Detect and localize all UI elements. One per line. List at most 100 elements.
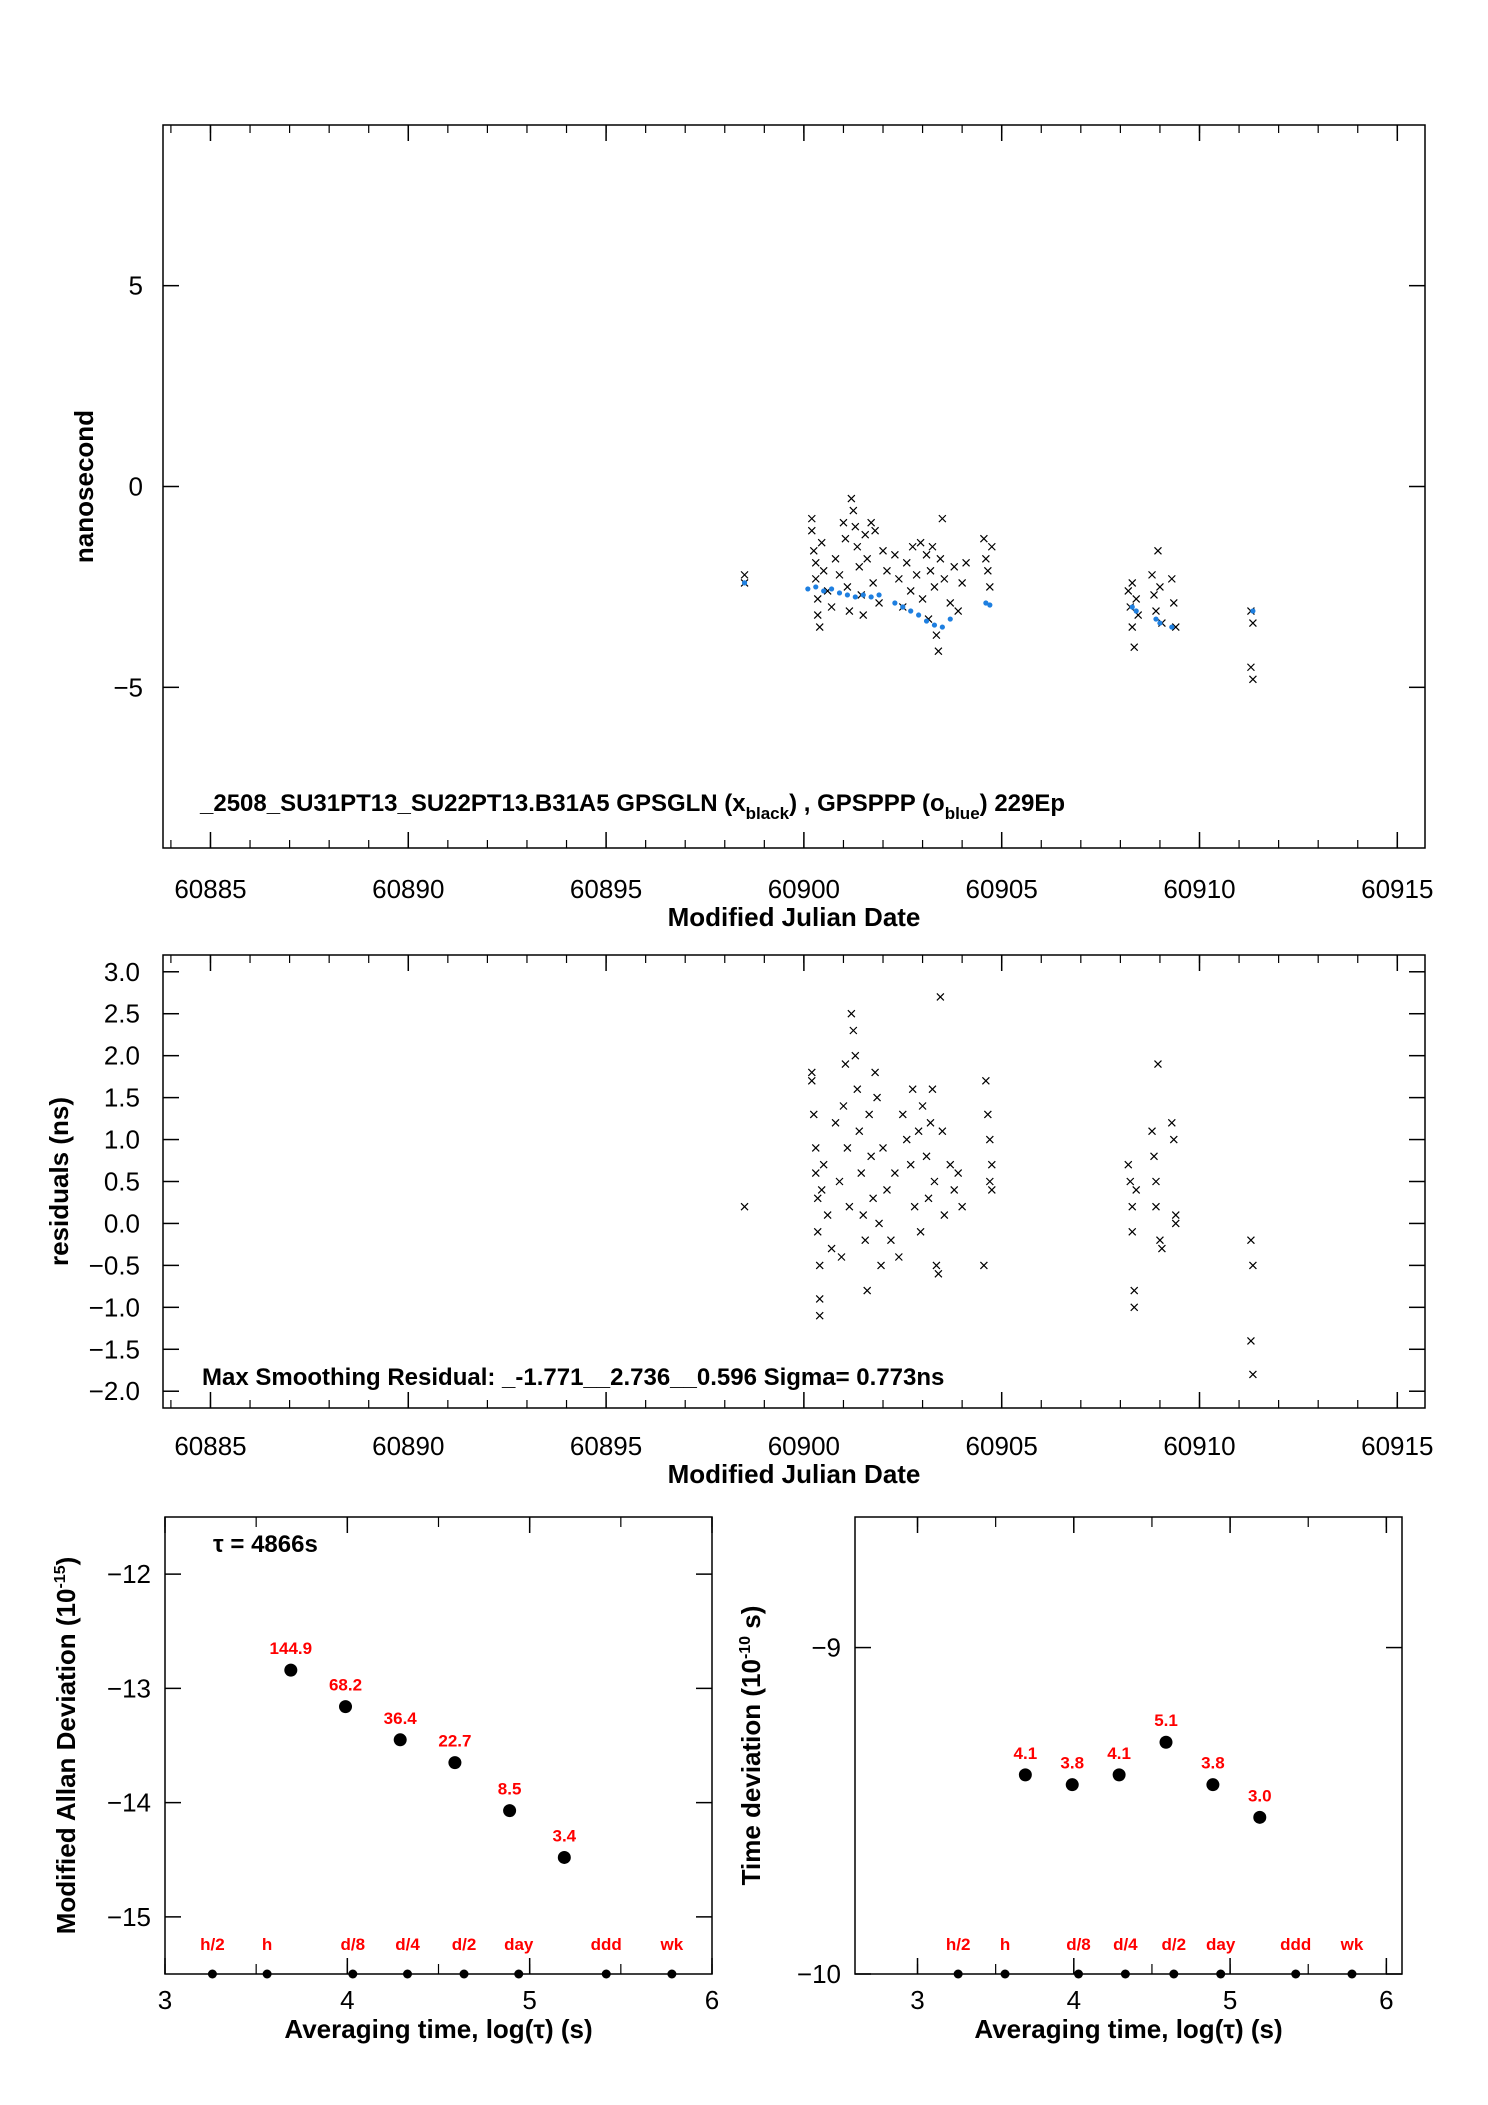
- interval-marker: [1347, 1969, 1357, 1979]
- interval-marker-label: ddd: [591, 1935, 622, 1954]
- x-tick-label: 6: [1379, 1985, 1393, 2015]
- data-point-o: [860, 592, 866, 598]
- data-point-x: [859, 611, 868, 619]
- data-point-x: [1171, 1211, 1180, 1219]
- data-point-x: [1124, 1160, 1133, 1169]
- data-point-x: [987, 542, 996, 551]
- interval-marker-label: h/2: [946, 1935, 971, 1954]
- data-point-x: [859, 1211, 868, 1219]
- interval-marker: [601, 1969, 611, 1979]
- data-point-x: [1132, 595, 1141, 603]
- interval-marker-label: h/2: [200, 1935, 225, 1954]
- plot-frame: [162, 954, 1426, 1409]
- data-point-o: [868, 594, 874, 600]
- data-point-o: [805, 586, 811, 592]
- allan-deviation-panel: 3 4 5 6 −12 −13 −14 −15 Averaging time, log(τ) (…: [51, 1516, 719, 2044]
- x-tick-label: 5: [1223, 1985, 1237, 2015]
- data-point-x: [1130, 1303, 1139, 1312]
- data-point-x: [1248, 619, 1257, 627]
- interval-marker: [1216, 1969, 1226, 1979]
- data-point-o: [1153, 616, 1159, 622]
- data-point-x: [815, 1261, 824, 1270]
- data-point-x: [928, 1085, 937, 1094]
- y-tick-label: −1.0: [89, 1292, 140, 1322]
- interval-marker-label: day: [504, 1935, 534, 1954]
- x-tick-label: 60890: [372, 874, 444, 904]
- data-point-x: [811, 1169, 820, 1178]
- data-point-x: [1130, 643, 1139, 652]
- data-point-x: [890, 1169, 899, 1178]
- data-point-x: [1152, 1202, 1160, 1211]
- data-point-o: [852, 594, 858, 600]
- data-point-x: [815, 1311, 824, 1320]
- deviation-point: [393, 1733, 407, 1747]
- data-point-x: [930, 582, 939, 591]
- deviation-point-label: 4.1: [1014, 1744, 1038, 1763]
- residual-annotation: Max Smoothing Residual: _-1.771__2.736__…: [202, 1364, 944, 1391]
- data-point-x: [1148, 570, 1156, 579]
- interval-marker: [1073, 1969, 1083, 1979]
- interval-marker-label: d/2: [452, 1935, 477, 1954]
- x-axis-title: Averaging time, log(τ) (s): [974, 2014, 1282, 2044]
- data-point-x: [807, 514, 816, 523]
- data-point-x: [928, 542, 937, 551]
- interval-marker-label: h: [262, 1935, 272, 1954]
- x-tick-label: 3: [910, 1985, 924, 2015]
- interval-marker: [207, 1969, 217, 1979]
- data-point-o: [836, 590, 843, 596]
- data-point-x: [835, 570, 844, 579]
- data-point-x: [914, 1127, 923, 1136]
- data-point-x: [809, 1110, 818, 1119]
- data-point-x: [815, 1295, 824, 1303]
- y-tick-label: 5: [129, 271, 143, 301]
- data-point-x: [1130, 1286, 1139, 1295]
- data-point-x: [811, 1144, 820, 1152]
- data-point-x: [958, 1202, 967, 1211]
- data-point-x: [813, 1194, 822, 1203]
- time-deviation-panel: 3 4 5 6 −9 −10 Averaging time, log(τ) (s) Time …: [736, 1516, 1403, 2044]
- data-point-x: [1148, 1127, 1156, 1136]
- tau-note: τ = 4866s: [213, 1531, 318, 1558]
- x-tick-label: 60900: [768, 874, 840, 904]
- data-point-x: [932, 631, 941, 640]
- data-point-o: [931, 622, 938, 628]
- data-point-x: [831, 1118, 840, 1127]
- interval-marker-label: wk: [660, 1935, 684, 1954]
- data-point-x: [879, 1144, 887, 1152]
- x-tick-label: 60910: [1163, 874, 1235, 904]
- deviation-point: [339, 1700, 353, 1714]
- data-point-x: [851, 522, 860, 531]
- data-point-x: [1247, 663, 1255, 672]
- interval-marker-label: wk: [1340, 1935, 1364, 1954]
- data-point-x: [839, 518, 848, 527]
- data-point-x: [979, 1261, 988, 1270]
- data-point-o: [987, 602, 993, 608]
- interval-marker: [403, 1969, 413, 1979]
- x-tick-label: 60890: [372, 1431, 444, 1461]
- data-point-x: [962, 558, 971, 567]
- data-point-x: [930, 1177, 939, 1186]
- data-point-x: [916, 1227, 925, 1236]
- data-point-x: [985, 582, 994, 591]
- data-point-x: [1171, 623, 1180, 632]
- y-tick-label: −9: [811, 1633, 841, 1663]
- data-point-x: [954, 607, 963, 615]
- data-point-o: [923, 618, 930, 624]
- data-point-x: [839, 1102, 848, 1110]
- data-point-x: [1150, 591, 1158, 599]
- interval-marker: [1169, 1969, 1179, 1979]
- data-point-o: [1169, 624, 1175, 630]
- x-axis-title: Modified Julian Date: [668, 1459, 921, 1489]
- y-tick-label: 0.5: [104, 1167, 140, 1197]
- residuals-panel: 60885 60890 60895 60900 60905 60910 60915 3.0 2.…: [44, 954, 1433, 1489]
- data-point-x: [922, 1152, 931, 1161]
- data-point-o: [1133, 608, 1139, 614]
- deviation-point: [503, 1804, 517, 1818]
- data-point-x: [924, 1194, 933, 1203]
- x-tick-label: 3: [158, 1985, 172, 2015]
- data-point-x: [867, 1152, 876, 1161]
- data-point-o: [844, 592, 851, 598]
- data-point-x: [1128, 578, 1137, 587]
- data-point-x: [1124, 587, 1133, 595]
- data-point-x: [817, 538, 826, 547]
